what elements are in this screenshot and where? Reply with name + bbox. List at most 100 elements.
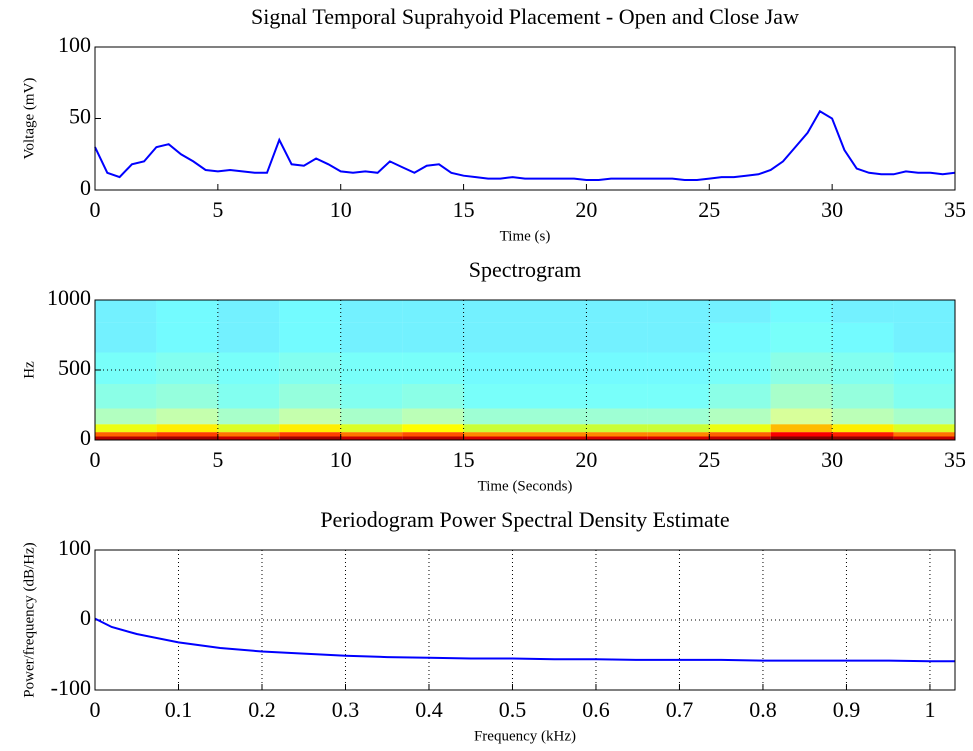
heatmap-cell bbox=[770, 424, 833, 433]
x-tick-label: 15 bbox=[453, 447, 475, 472]
heatmap-cell bbox=[402, 408, 464, 425]
heatmap-cell bbox=[340, 322, 403, 353]
x-tick-label: 0 bbox=[90, 197, 101, 222]
heatmap-cell bbox=[402, 436, 464, 440]
heatmap-cell bbox=[832, 300, 894, 323]
y-tick-label: -100 bbox=[51, 675, 91, 700]
heatmap-cell bbox=[463, 408, 525, 425]
heatmap-cell bbox=[832, 322, 894, 353]
heatmap-cell bbox=[279, 322, 341, 353]
heatmap-cell bbox=[279, 408, 341, 425]
y-axis-label: Power/frequency (dB/Hz) bbox=[21, 542, 37, 697]
heatmap-cell bbox=[647, 432, 710, 437]
heatmap-cell bbox=[95, 300, 157, 323]
x-tick-label: 15 bbox=[453, 197, 475, 222]
heatmap-cell bbox=[402, 424, 464, 433]
heatmap-cell bbox=[217, 322, 280, 353]
heatmap-cell bbox=[402, 352, 464, 384]
x-tick-label: 35 bbox=[944, 197, 966, 222]
x-tick-label: 0 bbox=[90, 697, 101, 722]
x-axis-label: Time (s) bbox=[500, 228, 551, 244]
y-tick-label: 0 bbox=[80, 605, 91, 630]
heatmap-cell bbox=[586, 432, 648, 437]
x-tick-label: 0.4 bbox=[415, 697, 443, 722]
heatmap-cell bbox=[279, 384, 341, 409]
heatmap-cell bbox=[95, 432, 157, 437]
x-tick-label: 30 bbox=[821, 447, 843, 472]
heatmap-cell bbox=[217, 384, 280, 409]
heatmap-cell bbox=[770, 352, 833, 384]
heatmap-cell bbox=[402, 322, 464, 353]
heatmap-cell bbox=[709, 384, 771, 409]
x-tick-label: 20 bbox=[575, 447, 597, 472]
heatmap-cell bbox=[586, 384, 648, 409]
x-tick-label: 1 bbox=[924, 697, 935, 722]
heatmap-cell bbox=[709, 432, 771, 437]
x-tick-label: 0.5 bbox=[499, 697, 527, 722]
heatmap-cell bbox=[647, 424, 710, 433]
heatmap-cell bbox=[217, 300, 280, 323]
heatmap-cell bbox=[893, 424, 955, 433]
heatmap-cell bbox=[709, 408, 771, 425]
heatmap-cell bbox=[893, 300, 955, 323]
y-axis-label: Voltage (mV) bbox=[21, 78, 37, 160]
y-axis-label: Hz bbox=[21, 361, 37, 379]
heatmap-cell bbox=[463, 352, 525, 384]
heatmap-cell bbox=[586, 322, 648, 353]
heatmap-cell bbox=[709, 436, 771, 440]
heatmap-cell bbox=[832, 352, 894, 384]
heatmap-cell bbox=[647, 352, 710, 384]
x-tick-label: 25 bbox=[698, 197, 720, 222]
heatmap-cell bbox=[770, 384, 833, 409]
heatmap-cell bbox=[525, 432, 587, 437]
plot-frame bbox=[94, 46, 956, 191]
heatmap-cell bbox=[463, 384, 525, 409]
plot-frame bbox=[94, 299, 956, 441]
heatmap-cell bbox=[95, 352, 157, 384]
heatmap-cell bbox=[893, 352, 955, 384]
heatmap-cell bbox=[525, 322, 587, 353]
x-tick-label: 10 bbox=[330, 447, 352, 472]
heatmap-cell bbox=[217, 436, 280, 440]
x-tick-label: 0.7 bbox=[666, 697, 694, 722]
heatmap-cell bbox=[709, 300, 771, 323]
heatmap-cell bbox=[279, 424, 341, 433]
x-axis-label: Time (Seconds) bbox=[478, 478, 573, 494]
heatmap-cell bbox=[340, 352, 403, 384]
heatmap-cell bbox=[95, 322, 157, 353]
heatmap-cell bbox=[156, 436, 218, 440]
heatmap-cell bbox=[402, 432, 464, 437]
heatmap-cell bbox=[832, 424, 894, 433]
chart-title: Signal Temporal Suprahyoid Placement - O… bbox=[251, 4, 799, 29]
heatmap-cell bbox=[832, 408, 894, 425]
heatmap-cell bbox=[893, 408, 955, 425]
chart-title: Spectrogram bbox=[469, 257, 581, 282]
x-tick-label: 0.8 bbox=[749, 697, 777, 722]
heatmap-cell bbox=[463, 300, 525, 323]
heatmap-cell bbox=[463, 424, 525, 433]
heatmap-cell bbox=[586, 300, 648, 323]
x-tick-label: 0.2 bbox=[248, 697, 276, 722]
heatmap-cell bbox=[647, 436, 710, 440]
heatmap-cell bbox=[709, 352, 771, 384]
heatmap-cell bbox=[586, 436, 648, 440]
y-tick-label: 100 bbox=[58, 32, 91, 57]
heatmap-cell bbox=[770, 432, 833, 437]
data-line bbox=[94, 617, 955, 663]
y-tick-label: 1000 bbox=[47, 285, 91, 310]
heatmap-cell bbox=[770, 322, 833, 353]
heatmap-cell bbox=[156, 424, 218, 433]
heatmap-cell bbox=[279, 436, 341, 440]
heatmap-cell bbox=[156, 384, 218, 409]
chart-title: Periodogram Power Spectral Density Estim… bbox=[320, 507, 729, 532]
x-tick-label: 35 bbox=[944, 447, 966, 472]
heatmap-cell bbox=[463, 322, 525, 353]
y-tick-label: 500 bbox=[58, 355, 91, 380]
x-tick-label: 10 bbox=[330, 197, 352, 222]
heatmap-cell bbox=[279, 432, 341, 437]
heatmap-cell bbox=[156, 352, 218, 384]
heatmap-cell bbox=[893, 322, 955, 353]
heatmap-cell bbox=[463, 436, 525, 440]
heatmap-cell bbox=[770, 408, 833, 425]
heatmap-cell bbox=[832, 384, 894, 409]
